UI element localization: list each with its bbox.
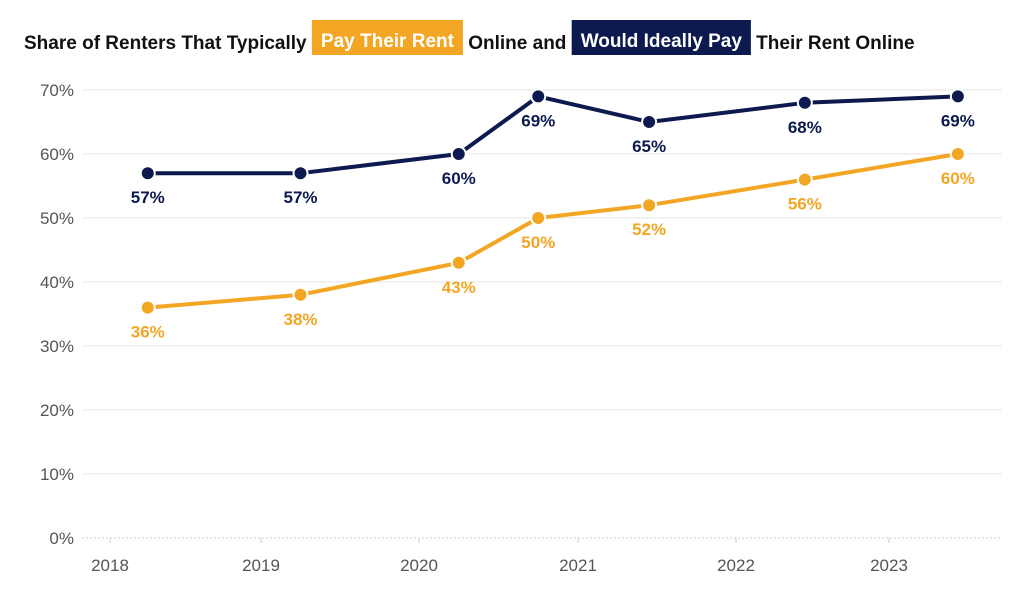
series-line [145,94,960,176]
series-1: 36% 38% 43% 50% 52% 56% 60% [131,146,975,342]
data-label: 69% [941,111,975,130]
chart-title: Share of Renters That Typically Pay Thei… [24,20,915,55]
data-point [530,210,547,226]
data-point [450,146,467,162]
data-label: 60% [442,169,476,188]
title-badge-3: Would Ideally Pay [571,20,751,55]
series-0: 57% 57% 60% 69% 65% 68% 69% [131,88,975,207]
y-tick-label: 50% [40,209,74,228]
data-label: 60% [941,169,975,188]
title-text-2: Online and [463,33,572,54]
data-point [530,88,547,105]
data-point [641,197,658,214]
gridlines [82,89,1002,539]
title-badge-box [311,20,463,55]
data-point [139,165,156,182]
x-tick-label: 2019 [242,556,280,575]
y-axis-tick-labels: 0% 10% 20% 30% 40% 50% 60% 70% [40,81,74,548]
data-point [450,254,467,271]
y-tick-label: 30% [40,337,74,356]
title-badge-label: Pay Their Rent [321,31,455,52]
y-tick-label: 20% [40,401,74,420]
data-point [641,114,658,130]
data-label: 65% [632,137,666,156]
y-tick-label: 10% [40,465,74,484]
data-point [292,286,309,303]
data-label: 52% [632,220,666,239]
data-label: 57% [131,188,165,207]
y-tick-label: 0% [49,529,74,548]
data-label: 36% [131,323,165,342]
data-label: 69% [521,111,555,130]
x-tick-label: 2018 [91,556,129,575]
x-tick-label: 2022 [717,556,755,575]
y-tick-label: 70% [40,81,74,100]
series: 57% 57% 60% 69% 65% 68% 69% 36% 38% 43% 50% 52% 56% 6… [131,88,975,342]
data-label: 57% [283,188,317,207]
title-badge-label: Would Ideally Pay [581,31,743,52]
data-label: 56% [788,195,822,214]
title-text-4: Their Rent Online [751,33,915,54]
data-point [796,171,813,188]
data-point [796,94,813,111]
x-axis-tick-labels: 2018 2019 2020 2021 2022 2023 [91,538,908,575]
title-text-0: Share of Renters That Typically [24,33,312,54]
series-line [145,152,960,310]
data-label: 43% [442,278,476,297]
title-badge-box [571,20,751,55]
x-tick-label: 2020 [400,556,438,575]
title-badge-1: Pay Their Rent [311,20,463,55]
x-tick-label: 2023 [870,556,908,575]
y-tick-label: 40% [40,273,74,292]
y-tick-label: 60% [40,145,74,164]
data-label: 50% [521,233,555,252]
data-point [949,88,966,105]
x-tick-label: 2021 [559,556,597,575]
data-point [949,146,966,162]
data-point [292,165,309,182]
data-point [139,299,156,316]
data-label: 68% [788,118,822,137]
data-label: 38% [283,310,317,329]
